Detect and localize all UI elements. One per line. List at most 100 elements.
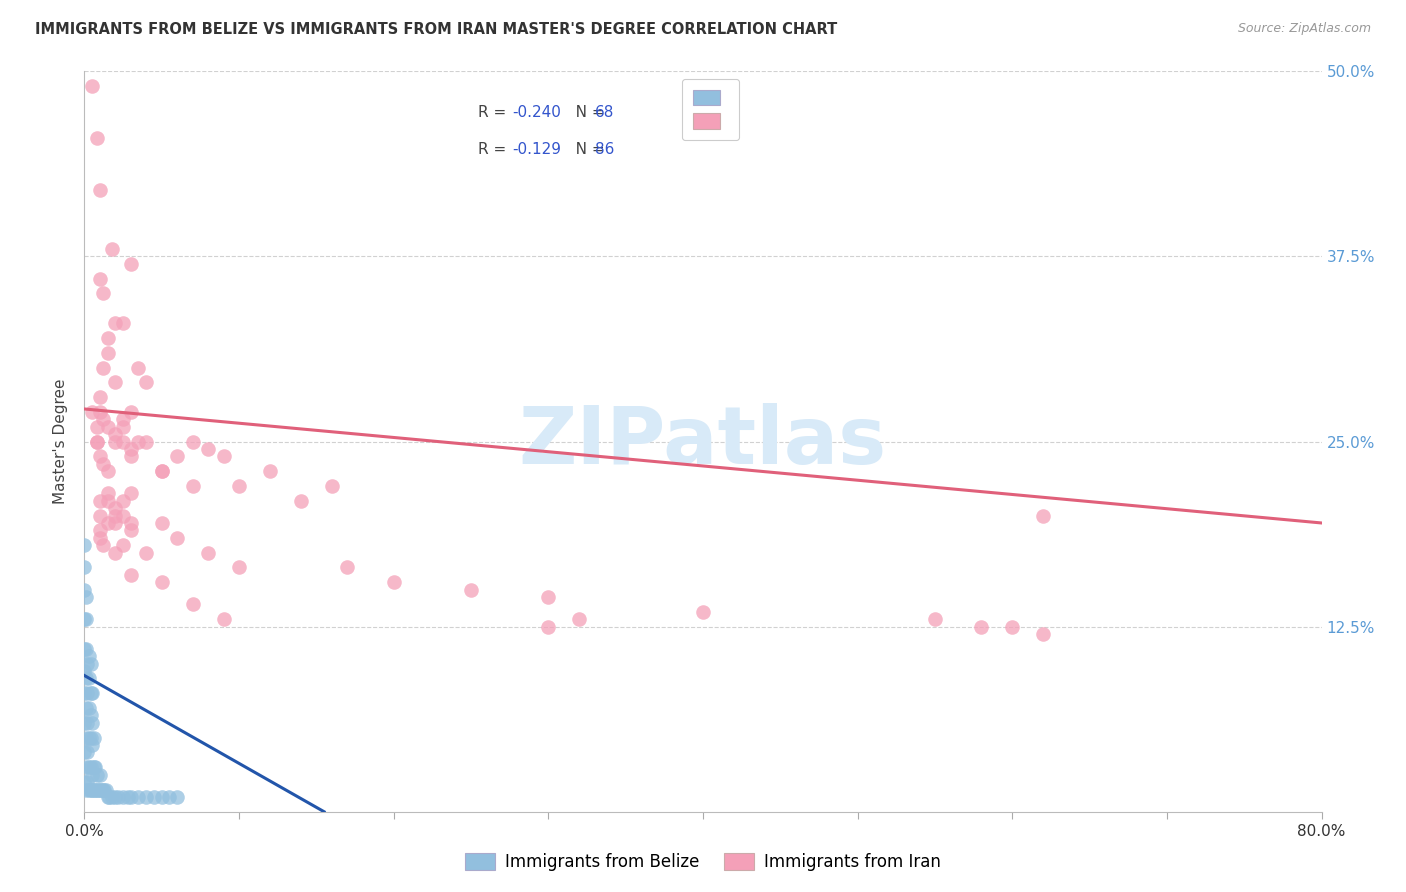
- Point: [135, 546, 157, 560]
- Point: [86, 419, 108, 434]
- Point: [89, 390, 111, 404]
- Point: [135, 789, 157, 804]
- Point: [87, 782, 110, 797]
- Text: Source: ZipAtlas.com: Source: ZipAtlas.com: [1237, 22, 1371, 36]
- Text: N =: N =: [561, 142, 609, 157]
- Point: [84, 760, 107, 774]
- Legend: Immigrants from Belize, Immigrants from Iran: Immigrants from Belize, Immigrants from …: [457, 845, 949, 880]
- Point: [89, 508, 111, 523]
- Point: [120, 567, 142, 582]
- Text: 86: 86: [595, 142, 614, 157]
- Point: [75, 760, 97, 774]
- Point: [73, 560, 96, 574]
- Point: [101, 242, 124, 256]
- Point: [82, 767, 104, 781]
- Point: [77, 731, 100, 745]
- Point: [89, 450, 111, 464]
- Point: [91, 286, 114, 301]
- Point: [120, 516, 142, 530]
- Point: [127, 434, 149, 449]
- Text: R =: R =: [478, 142, 510, 157]
- Point: [83, 760, 105, 774]
- Point: [75, 731, 97, 745]
- Point: [228, 560, 250, 574]
- Point: [75, 641, 97, 656]
- Point: [104, 316, 127, 330]
- Point: [82, 405, 104, 419]
- Point: [73, 664, 96, 678]
- Point: [75, 782, 97, 797]
- Y-axis label: Master's Degree: Master's Degree: [53, 379, 69, 504]
- Point: [83, 782, 105, 797]
- Point: [83, 731, 105, 745]
- Point: [112, 538, 135, 552]
- Point: [96, 345, 118, 359]
- Point: [76, 715, 98, 730]
- Point: [692, 605, 714, 619]
- Point: [112, 419, 135, 434]
- Point: [75, 590, 97, 604]
- Point: [150, 464, 173, 478]
- Point: [181, 598, 204, 612]
- Point: [73, 612, 96, 626]
- Point: [73, 582, 96, 597]
- Point: [77, 760, 100, 774]
- Point: [89, 271, 111, 285]
- Point: [90, 782, 112, 797]
- Point: [104, 508, 127, 523]
- Point: [159, 789, 180, 804]
- Point: [166, 789, 188, 804]
- Text: ZIPatlas: ZIPatlas: [519, 402, 887, 481]
- Point: [197, 546, 219, 560]
- Point: [96, 789, 118, 804]
- Point: [89, 183, 111, 197]
- Point: [120, 442, 142, 456]
- Point: [86, 767, 108, 781]
- Point: [82, 715, 104, 730]
- Point: [89, 531, 111, 545]
- Point: [101, 789, 124, 804]
- Point: [117, 789, 139, 804]
- Point: [127, 789, 149, 804]
- Point: [76, 686, 98, 700]
- Point: [82, 738, 104, 752]
- Point: [86, 434, 108, 449]
- Point: [75, 701, 97, 715]
- Point: [79, 760, 101, 774]
- Point: [96, 516, 118, 530]
- Point: [76, 775, 98, 789]
- Point: [135, 434, 157, 449]
- Point: [104, 789, 127, 804]
- Point: [91, 782, 114, 797]
- Point: [1032, 627, 1054, 641]
- Point: [73, 686, 96, 700]
- Point: [228, 479, 250, 493]
- Point: [537, 590, 560, 604]
- Point: [112, 316, 135, 330]
- Point: [91, 360, 114, 375]
- Text: N =: N =: [561, 104, 609, 120]
- Point: [82, 686, 104, 700]
- Point: [135, 376, 157, 390]
- Point: [112, 412, 135, 426]
- Point: [321, 479, 343, 493]
- Point: [924, 612, 946, 626]
- Point: [91, 538, 114, 552]
- Point: [120, 486, 142, 500]
- Point: [104, 434, 127, 449]
- Point: [150, 575, 173, 590]
- Point: [970, 619, 993, 633]
- Point: [120, 524, 142, 538]
- Point: [76, 657, 98, 671]
- Point: [104, 516, 127, 530]
- Point: [82, 79, 104, 94]
- Point: [104, 546, 127, 560]
- Point: [73, 746, 96, 760]
- Point: [84, 782, 107, 797]
- Point: [1001, 619, 1024, 633]
- Point: [181, 479, 204, 493]
- Point: [150, 464, 173, 478]
- Point: [150, 789, 173, 804]
- Text: -0.240: -0.240: [512, 104, 561, 120]
- Point: [86, 131, 108, 145]
